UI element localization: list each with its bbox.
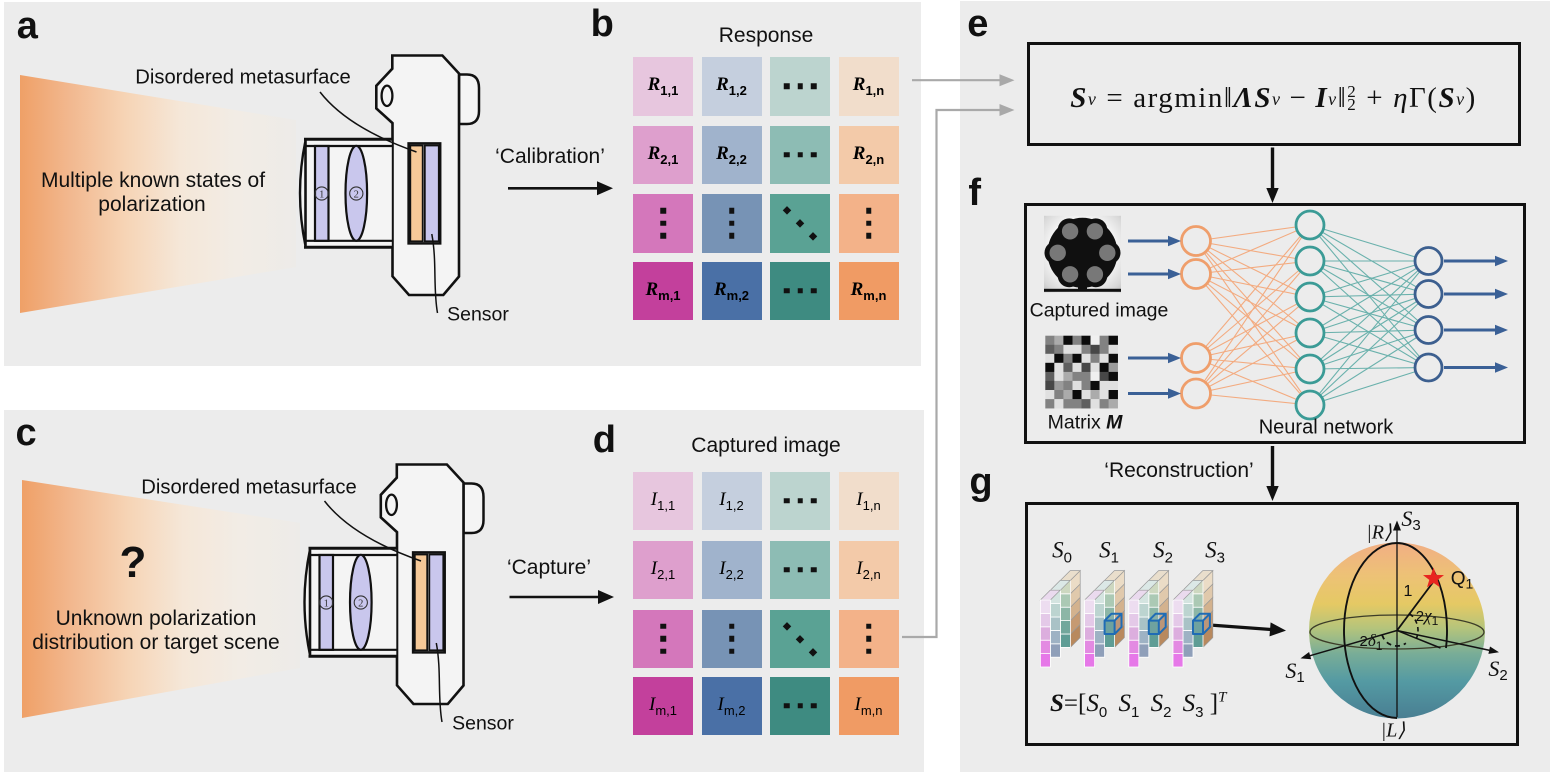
svg-text:1: 1 <box>319 189 324 200</box>
svg-text:2: 2 <box>354 189 359 200</box>
